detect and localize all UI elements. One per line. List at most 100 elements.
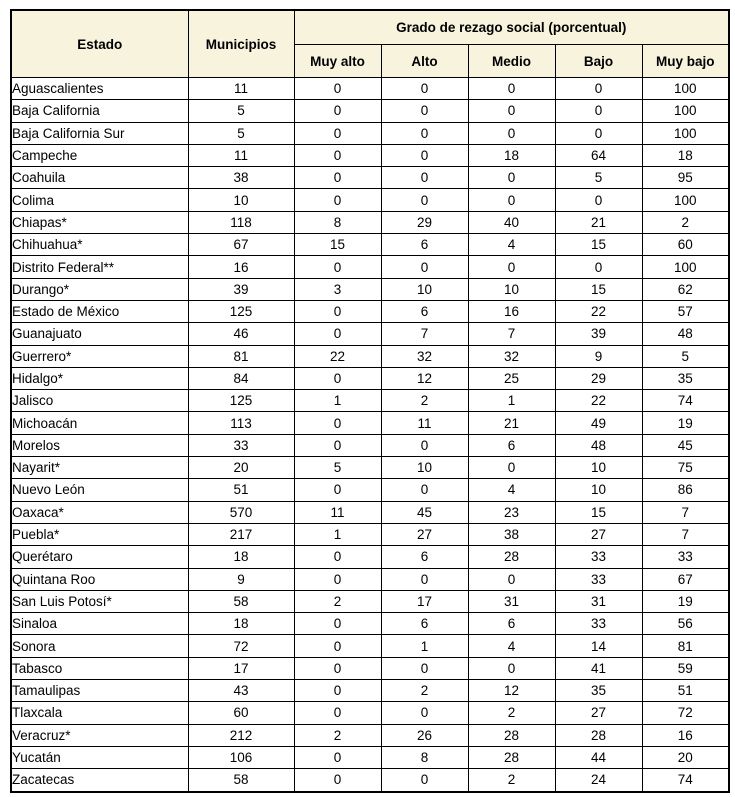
value-cell: 8 bbox=[293, 210, 382, 235]
value-cell: 14 bbox=[554, 634, 643, 658]
value-cell: 0 bbox=[293, 121, 382, 145]
value-cell: 6 bbox=[380, 612, 469, 636]
value-cell: 0 bbox=[380, 656, 469, 681]
value-cell: 27 bbox=[554, 522, 643, 547]
table-row: Coahuila 38 0 0 0 5 95 bbox=[10, 166, 730, 190]
value-cell: 0 bbox=[380, 768, 469, 792]
value-cell: 45 bbox=[641, 433, 730, 458]
value-cell: 0 bbox=[293, 478, 382, 502]
value-cell: 24 bbox=[554, 768, 643, 792]
table-row: Guerrero* 81 22 32 32 9 5 bbox=[10, 344, 730, 368]
state-name-cell: Durango* bbox=[10, 277, 189, 301]
value-cell: 2 bbox=[293, 723, 382, 747]
municipios-cell: 5 bbox=[187, 99, 295, 123]
table-row: Hidalgo* 84 0 12 25 29 35 bbox=[10, 366, 730, 391]
value-cell: 0 bbox=[467, 166, 556, 190]
table-row: Tamaulipas 43 0 2 12 35 51 bbox=[10, 679, 730, 703]
state-name-cell: Guerrero* bbox=[10, 344, 189, 368]
value-cell: 35 bbox=[554, 679, 643, 703]
value-cell: 100 bbox=[641, 76, 730, 101]
value-cell: 0 bbox=[380, 701, 469, 725]
table-row: Morelos 33 0 0 6 48 45 bbox=[10, 433, 730, 458]
municipios-cell: 81 bbox=[187, 344, 295, 368]
state-name-cell: Hidalgo* bbox=[10, 366, 189, 391]
value-cell: 2 bbox=[467, 701, 556, 725]
table-body: Aguascalientes 11 0 0 0 0 100 Baja California 5 0… bbox=[10, 76, 730, 792]
value-cell: 0 bbox=[293, 656, 382, 681]
table-row: Veracruz* 212 2 26 28 28 16 bbox=[10, 723, 730, 747]
municipios-cell: 58 bbox=[187, 768, 295, 792]
table-row: Sonora 72 0 1 4 14 81 bbox=[10, 634, 730, 658]
value-cell: 3 bbox=[293, 277, 382, 301]
value-cell: 74 bbox=[641, 768, 730, 792]
value-cell: 0 bbox=[293, 143, 382, 168]
municipios-cell: 118 bbox=[187, 210, 295, 235]
value-cell: 75 bbox=[641, 456, 730, 480]
value-cell: 51 bbox=[641, 679, 730, 703]
value-cell: 15 bbox=[293, 233, 382, 257]
value-cell: 81 bbox=[641, 634, 730, 658]
value-cell: 17 bbox=[380, 589, 469, 614]
table-row: Puebla* 217 1 27 38 27 7 bbox=[10, 522, 730, 547]
value-cell: 0 bbox=[467, 656, 556, 681]
value-cell: 25 bbox=[467, 366, 556, 391]
table-row: Querétaro 18 0 6 28 33 33 bbox=[10, 545, 730, 569]
value-cell: 0 bbox=[293, 166, 382, 190]
value-cell: 1 bbox=[293, 522, 382, 547]
value-cell: 27 bbox=[554, 701, 643, 725]
value-cell: 0 bbox=[380, 433, 469, 458]
value-cell: 67 bbox=[641, 567, 730, 591]
value-cell: 0 bbox=[554, 121, 643, 145]
state-name-cell: Tamaulipas bbox=[10, 679, 189, 703]
value-cell: 22 bbox=[554, 299, 643, 324]
value-cell: 0 bbox=[467, 188, 556, 212]
value-cell: 4 bbox=[467, 634, 556, 658]
rezago-group-header: Grado de rezago social (porcentual) bbox=[293, 9, 730, 45]
municipios-cell: 113 bbox=[187, 411, 295, 435]
value-cell: 4 bbox=[467, 233, 556, 257]
value-cell: 1 bbox=[293, 389, 382, 413]
value-cell: 33 bbox=[554, 567, 643, 591]
value-cell: 8 bbox=[380, 745, 469, 770]
value-cell: 0 bbox=[554, 76, 643, 101]
municipios-cell: 217 bbox=[187, 522, 295, 547]
municipios-cell: 18 bbox=[187, 612, 295, 636]
municipios-cell: 33 bbox=[187, 433, 295, 458]
value-cell: 0 bbox=[467, 456, 556, 480]
value-cell: 0 bbox=[554, 99, 643, 123]
value-cell: 5 bbox=[554, 166, 643, 190]
value-cell: 41 bbox=[554, 656, 643, 681]
table-row: Durango* 39 3 10 10 15 62 bbox=[10, 277, 730, 301]
state-name-cell: Colima bbox=[10, 188, 189, 212]
state-name-cell: Nayarit* bbox=[10, 456, 189, 480]
value-cell: 7 bbox=[641, 522, 730, 547]
state-name-cell: Puebla* bbox=[10, 522, 189, 547]
value-cell: 38 bbox=[467, 522, 556, 547]
value-cell: 4 bbox=[467, 478, 556, 502]
value-cell: 16 bbox=[641, 723, 730, 747]
value-cell: 0 bbox=[293, 768, 382, 792]
municipios-cell: 46 bbox=[187, 322, 295, 346]
value-cell: 28 bbox=[554, 723, 643, 747]
municipios-cell: 11 bbox=[187, 76, 295, 101]
value-cell: 95 bbox=[641, 166, 730, 190]
value-cell: 0 bbox=[293, 679, 382, 703]
state-name-cell: Morelos bbox=[10, 433, 189, 458]
value-cell: 7 bbox=[380, 322, 469, 346]
value-cell: 72 bbox=[641, 701, 730, 725]
municipios-cell: 60 bbox=[187, 701, 295, 725]
value-cell: 20 bbox=[641, 745, 730, 770]
value-cell: 74 bbox=[641, 389, 730, 413]
value-cell: 45 bbox=[380, 500, 469, 524]
muy-bajo-column-header: Muy bajo bbox=[641, 44, 730, 78]
estado-column-header: Estado bbox=[10, 9, 189, 78]
value-cell: 0 bbox=[467, 255, 556, 279]
header-row-group: Estado Municipios Grado de rezago social… bbox=[10, 9, 730, 78]
value-cell: 0 bbox=[293, 76, 382, 101]
state-name-cell: San Luis Potosí* bbox=[10, 589, 189, 614]
value-cell: 48 bbox=[641, 322, 730, 346]
table-row: Colima 10 0 0 0 0 100 bbox=[10, 188, 730, 212]
state-name-cell: Guanajuato bbox=[10, 322, 189, 346]
value-cell: 2 bbox=[293, 589, 382, 614]
value-cell: 0 bbox=[554, 188, 643, 212]
